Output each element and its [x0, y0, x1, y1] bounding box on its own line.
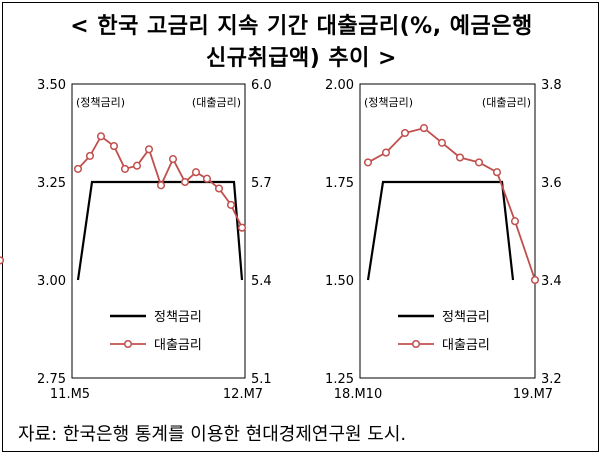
left-axis-name: (정책금리) [364, 96, 413, 109]
x-end-label: 19.M7 [513, 387, 553, 402]
loan-rate-point [202, 174, 212, 183]
loan-rate-point [191, 168, 201, 177]
loan-rate-point [474, 158, 484, 167]
loan-rate-point [455, 153, 465, 162]
x-end-label: 12.M7 [223, 387, 263, 402]
plot-area [359, 83, 536, 379]
right-tick-label: 3.6 [541, 176, 562, 191]
loan-rate-point [120, 164, 130, 173]
figure-frame [2, 2, 599, 452]
loan-rate-point [400, 128, 410, 138]
loan-rate-point [419, 124, 429, 133]
figure-title-line1: < 한국 고금리 지속 기간 대출금리(%, 예금은행 [70, 14, 533, 39]
right-tick-label: 3.8 [541, 78, 562, 93]
legend-policy-label: 정책금리 [154, 310, 202, 325]
right-tick-label: 3.4 [541, 274, 562, 289]
loan-rate-point [363, 158, 373, 167]
x-start-label: 11.M5 [50, 387, 90, 402]
right-tick-label: 5.7 [251, 176, 272, 191]
series-loan-rate-line [367, 127, 536, 281]
loan-rate-point [132, 161, 142, 170]
left-tick-label: 3.00 [37, 274, 66, 289]
source-note: 자료: 한국은행 통계를 이용한 현대경제연구원 도시. [18, 424, 407, 445]
plot-area [71, 83, 246, 379]
loan-rate-point [381, 148, 391, 157]
loan-rate-point [144, 145, 154, 154]
series-policy-rate-line [76, 180, 244, 281]
legend-loan-label: 대출금리 [442, 338, 490, 353]
loan-rate-point [214, 184, 224, 193]
right-tick-label: 6.0 [251, 78, 272, 93]
loan-rate-point [226, 200, 236, 209]
loan-rate-point [73, 164, 83, 173]
series-policy-rate-line [366, 180, 515, 281]
chart-1 [0, 83, 247, 379]
loan-rate-point [156, 181, 166, 190]
loan-rate-point [492, 168, 502, 177]
loan-rate-point [85, 151, 95, 160]
left-tick-label: 1.75 [325, 176, 354, 191]
loan-rate-point [237, 223, 247, 232]
loan-rate-point [180, 177, 190, 187]
left-tick-label: 3.50 [37, 78, 66, 93]
legend-loan-marker [411, 339, 421, 349]
right-axis-name: (대출금리) [192, 96, 241, 109]
left-tick-label: 2.00 [325, 78, 354, 93]
loan-rate-point [530, 275, 540, 285]
x-start-label: 18.M10 [334, 387, 382, 402]
left-axis-name: (정책금리) [76, 96, 125, 109]
legend-loan-marker [123, 339, 133, 349]
loan-rate-point [0, 256, 5, 265]
legend-loan-label: 대출금리 [154, 338, 202, 353]
loan-rate-point [437, 138, 447, 147]
left-tick-label: 3.25 [37, 176, 66, 191]
right-tick-label: 5.1 [251, 372, 272, 387]
chart-2 [359, 83, 540, 379]
right-axis-name: (대출금리) [482, 96, 531, 109]
left-tick-label: 2.75 [37, 372, 66, 387]
loan-rate-point [109, 142, 119, 151]
loan-rate-point [510, 217, 520, 226]
left-tick-label: 1.25 [325, 372, 354, 387]
right-tick-label: 3.2 [541, 372, 562, 387]
figure-title-line2: 신규취급액) 추이 > [206, 46, 397, 71]
left-tick-label: 1.50 [325, 274, 354, 289]
loan-rate-point [96, 132, 106, 141]
loan-rate-point [168, 155, 178, 164]
legend-policy-label: 정책금리 [442, 310, 490, 325]
right-tick-label: 5.4 [251, 274, 272, 289]
